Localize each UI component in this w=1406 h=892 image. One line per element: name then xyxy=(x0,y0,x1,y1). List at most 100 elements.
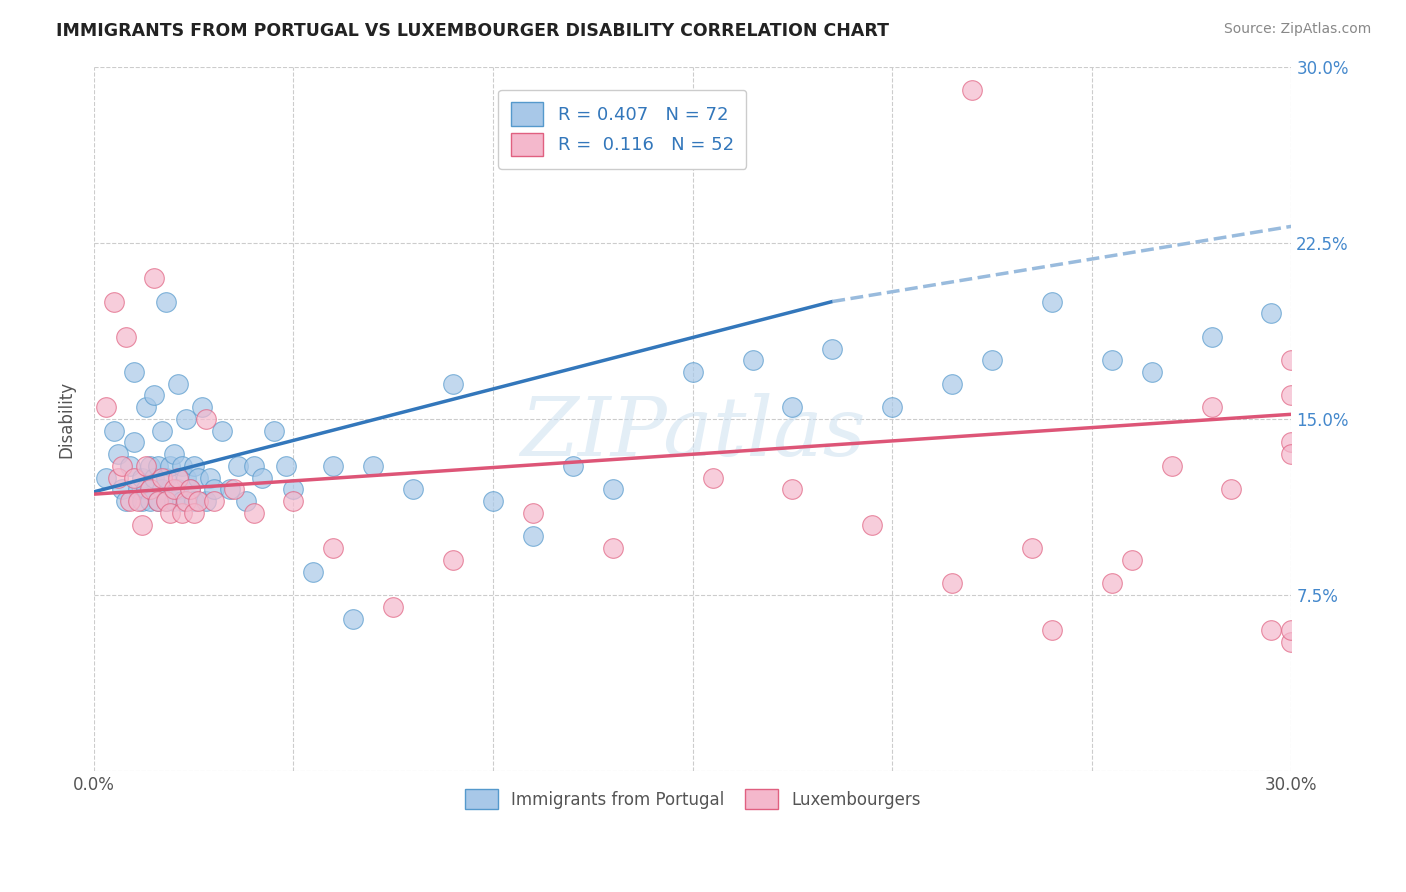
Point xyxy=(190,401,212,415)
Point xyxy=(135,483,157,497)
Point xyxy=(1260,306,1282,320)
Point xyxy=(1279,388,1302,402)
Point xyxy=(131,517,153,532)
Point xyxy=(94,471,117,485)
Point xyxy=(163,483,186,497)
Point xyxy=(302,565,325,579)
Point xyxy=(142,388,165,402)
Point xyxy=(782,483,804,497)
Point xyxy=(155,294,177,309)
Point xyxy=(960,83,983,97)
Point xyxy=(111,458,134,473)
Point xyxy=(342,612,364,626)
Point xyxy=(107,471,129,485)
Point xyxy=(150,424,173,438)
Point xyxy=(150,483,173,497)
Point xyxy=(155,494,177,508)
Point xyxy=(122,471,145,485)
Point xyxy=(218,483,240,497)
Point xyxy=(159,458,181,473)
Point xyxy=(163,447,186,461)
Point xyxy=(1040,624,1063,638)
Point xyxy=(1140,365,1163,379)
Point xyxy=(402,483,425,497)
Point xyxy=(522,506,544,520)
Point xyxy=(163,494,186,508)
Point xyxy=(135,458,157,473)
Point xyxy=(127,494,149,508)
Point xyxy=(274,458,297,473)
Point xyxy=(202,483,225,497)
Point xyxy=(155,494,177,508)
Point xyxy=(115,494,138,508)
Point xyxy=(127,483,149,497)
Point xyxy=(235,494,257,508)
Point xyxy=(741,353,763,368)
Point xyxy=(202,494,225,508)
Point xyxy=(150,471,173,485)
Point xyxy=(139,458,162,473)
Text: IMMIGRANTS FROM PORTUGAL VS LUXEMBOURGER DISABILITY CORRELATION CHART: IMMIGRANTS FROM PORTUGAL VS LUXEMBOURGER… xyxy=(56,22,889,40)
Point xyxy=(1279,624,1302,638)
Point xyxy=(122,435,145,450)
Point xyxy=(107,447,129,461)
Point xyxy=(174,412,197,426)
Point xyxy=(183,494,205,508)
Point xyxy=(166,471,188,485)
Point xyxy=(170,458,193,473)
Point xyxy=(183,506,205,520)
Point xyxy=(702,471,724,485)
Point xyxy=(139,494,162,508)
Point xyxy=(155,471,177,485)
Point xyxy=(159,506,181,520)
Point xyxy=(1220,483,1243,497)
Point xyxy=(142,471,165,485)
Point xyxy=(283,483,305,497)
Point xyxy=(1201,330,1223,344)
Point xyxy=(1101,353,1123,368)
Point xyxy=(194,412,217,426)
Point xyxy=(179,483,201,497)
Point xyxy=(122,365,145,379)
Point xyxy=(103,424,125,438)
Point xyxy=(1279,435,1302,450)
Point xyxy=(882,401,904,415)
Point xyxy=(226,458,249,473)
Point xyxy=(1279,447,1302,461)
Point xyxy=(1160,458,1182,473)
Point xyxy=(1021,541,1043,556)
Y-axis label: Disability: Disability xyxy=(58,380,75,458)
Point xyxy=(941,376,963,391)
Point xyxy=(118,494,141,508)
Point xyxy=(142,271,165,285)
Point xyxy=(250,471,273,485)
Point xyxy=(1040,294,1063,309)
Point xyxy=(981,353,1004,368)
Point xyxy=(174,494,197,508)
Point xyxy=(94,401,117,415)
Point xyxy=(682,365,704,379)
Point xyxy=(263,424,285,438)
Point xyxy=(242,506,264,520)
Point xyxy=(522,529,544,543)
Point xyxy=(561,458,583,473)
Text: Source: ZipAtlas.com: Source: ZipAtlas.com xyxy=(1223,22,1371,37)
Point xyxy=(166,483,188,497)
Point xyxy=(322,541,344,556)
Point xyxy=(382,599,405,614)
Point xyxy=(131,471,153,485)
Text: ZIPatlas: ZIPatlas xyxy=(520,393,865,473)
Point xyxy=(146,494,169,508)
Point xyxy=(860,517,883,532)
Point xyxy=(242,458,264,473)
Point xyxy=(322,458,344,473)
Point xyxy=(146,494,169,508)
Point xyxy=(170,494,193,508)
Point xyxy=(115,330,138,344)
Point xyxy=(170,506,193,520)
Point xyxy=(135,401,157,415)
Point xyxy=(166,376,188,391)
Legend: Immigrants from Portugal, Luxembourgers: Immigrants from Portugal, Luxembourgers xyxy=(458,782,928,816)
Point xyxy=(1201,401,1223,415)
Point xyxy=(211,424,233,438)
